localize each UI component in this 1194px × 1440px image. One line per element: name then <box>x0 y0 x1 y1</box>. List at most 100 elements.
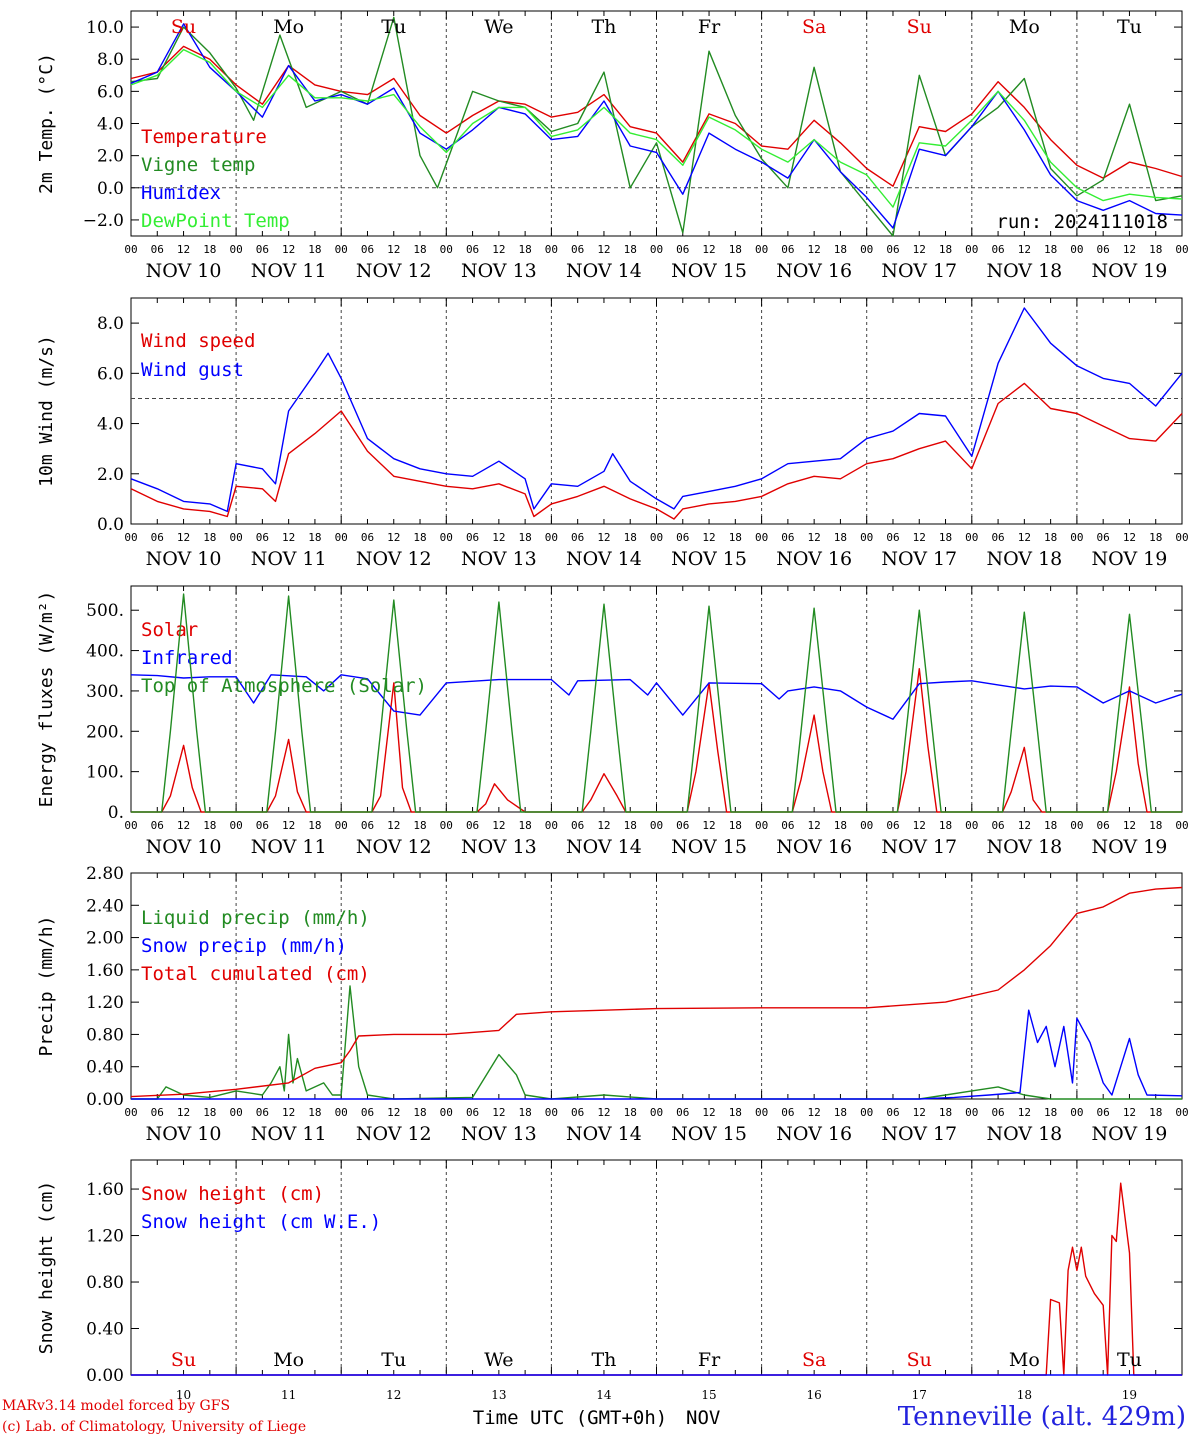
hour-tick-label: 12 <box>597 243 610 256</box>
hour-tick-label: 00 <box>965 243 978 256</box>
series-line-wind-speed <box>130 382 1183 520</box>
hour-tick-label: 00 <box>965 531 978 544</box>
run-label: run: 2024111018 <box>996 211 1168 233</box>
hour-tick-label: 18 <box>624 819 637 832</box>
hour-tick-label: 12 <box>492 1106 505 1119</box>
hour-tick-label: 06 <box>466 531 479 544</box>
y-tick-label: 2.0 <box>97 465 124 485</box>
hour-tick-label: 12 <box>282 1106 295 1119</box>
y-tick-label: 8.0 <box>97 50 124 70</box>
y-tick-label: 1.20 <box>86 1227 124 1247</box>
hour-tick-label: 00 <box>1070 531 1083 544</box>
date-label: NOV 19 <box>1092 260 1168 282</box>
hour-tick-label: 18 <box>203 531 216 544</box>
hour-tick-label: 18 <box>834 1106 847 1119</box>
y-axis-label: Precip (mm/h) <box>36 916 57 1057</box>
hour-tick-label: 06 <box>151 243 164 256</box>
hour-tick-label: 00 <box>440 243 453 256</box>
weekday-label-bottom: Mo <box>1009 1349 1040 1371</box>
hour-tick-label: 00 <box>755 243 768 256</box>
date-label: NOV 10 <box>146 260 222 282</box>
y-axis-label: Energy fluxes (W/m²) <box>36 591 57 808</box>
hour-tick-label: 00 <box>1175 531 1188 544</box>
y-tick-label: 6.0 <box>97 364 124 384</box>
hour-tick-label: 00 <box>1070 819 1083 832</box>
legend-entry: Wind speed <box>141 330 255 352</box>
date-label: NOV 14 <box>566 260 642 282</box>
date-label: NOV 13 <box>461 836 537 858</box>
hour-tick-label: 12 <box>177 243 190 256</box>
date-label: NOV 11 <box>251 1123 327 1145</box>
date-label: NOV 19 <box>1092 1123 1168 1145</box>
legend-entry: Snow height (cm) <box>141 1183 324 1205</box>
hour-tick-label: 18 <box>624 531 637 544</box>
hour-tick-label: 12 <box>1123 819 1136 832</box>
hour-tick-label: 06 <box>466 819 479 832</box>
hour-tick-label: 18 <box>1044 1106 1057 1119</box>
hour-tick-label: 00 <box>1175 819 1188 832</box>
hour-tick-label: 00 <box>860 1106 873 1119</box>
hour-tick-label: 18 <box>308 819 321 832</box>
hour-tick-label: 18 <box>834 531 847 544</box>
legend-entry: Snow precip (mm/h) <box>141 935 347 957</box>
hour-tick-label: 12 <box>387 819 400 832</box>
date-label: NOV 14 <box>566 836 642 858</box>
date-label: NOV 17 <box>881 260 957 282</box>
date-label: NOV 10 <box>146 836 222 858</box>
date-label: NOV 17 <box>881 1123 957 1145</box>
hour-tick-label: 18 <box>519 819 532 832</box>
series-line-wind-gust <box>130 307 1183 513</box>
hour-tick-label: 06 <box>361 531 374 544</box>
hour-tick-label: 12 <box>492 243 505 256</box>
series-line-temperature <box>130 45 1183 187</box>
hour-tick-label: 06 <box>571 243 584 256</box>
hour-tick-label: 00 <box>335 1106 348 1119</box>
weekday-label: Tu <box>381 16 406 38</box>
hour-tick-label: 00 <box>860 243 873 256</box>
hour-tick-label: 18 <box>519 1106 532 1119</box>
hour-tick-label: 18 <box>1044 531 1057 544</box>
hour-tick-label: 12 <box>387 531 400 544</box>
y-tick-label: 2.80 <box>86 864 124 884</box>
hour-tick-label: 18 <box>308 1106 321 1119</box>
hour-tick-label: 00 <box>1175 1106 1188 1119</box>
date-label: NOV 10 <box>146 1123 222 1145</box>
legend-entry: Top of Atmosphere (Solar) <box>141 675 427 697</box>
hour-tick-label: 06 <box>361 243 374 256</box>
y-tick-label: 500. <box>86 601 124 621</box>
hour-tick-label: 00 <box>860 531 873 544</box>
date-label: NOV 15 <box>671 548 747 570</box>
weekday-label-bottom: Su <box>171 1349 196 1371</box>
legend-entry: Liquid precip (mm/h) <box>141 907 370 929</box>
hour-tick-label: 06 <box>991 819 1004 832</box>
y-tick-label: 0.00 <box>86 1366 124 1386</box>
hour-tick-label: 06 <box>1097 243 1110 256</box>
weekday-label: Sa <box>802 16 826 38</box>
weekday-label: Su <box>171 16 196 38</box>
hour-tick-label: 12 <box>808 531 821 544</box>
hour-tick-label: 00 <box>545 531 558 544</box>
legend-entry: Wind gust <box>141 359 244 381</box>
hour-tick-label: 12 <box>702 531 715 544</box>
legend-entry: Solar <box>141 619 198 641</box>
hour-tick-label: 00 <box>1175 243 1188 256</box>
y-tick-label: 0.40 <box>86 1320 124 1340</box>
hour-tick-label: 06 <box>886 531 899 544</box>
hour-tick-label: 12 <box>1123 243 1136 256</box>
hour-tick-label: 18 <box>1149 531 1162 544</box>
hour-tick-label: 18 <box>939 243 952 256</box>
series-line-snow-precip-mm-h <box>131 1009 1183 1100</box>
day-number-label: 11 <box>281 1388 296 1402</box>
date-label: NOV 14 <box>566 1123 642 1145</box>
hour-tick-label: 00 <box>1070 1106 1083 1119</box>
date-label: NOV 11 <box>251 260 327 282</box>
hour-tick-label: 12 <box>702 819 715 832</box>
y-tick-label: 0.80 <box>86 1025 124 1045</box>
hour-tick-label: 18 <box>834 243 847 256</box>
series-line-snow-height-cm <box>131 1182 1182 1376</box>
date-label: NOV 12 <box>356 260 432 282</box>
hour-tick-label: 00 <box>124 1106 137 1119</box>
y-tick-label: 200. <box>86 722 124 742</box>
date-label: NOV 12 <box>356 548 432 570</box>
